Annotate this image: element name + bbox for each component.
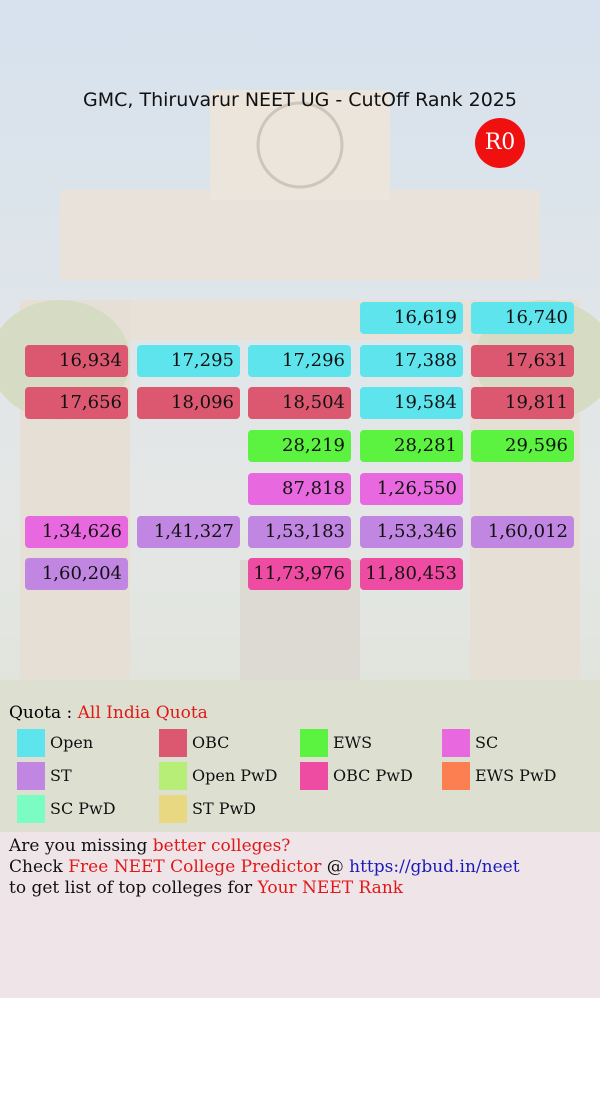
rank-cell: 17,388: [360, 344, 463, 377]
rank-cell: 29,596: [471, 430, 574, 463]
quota-value: All India Quota: [77, 703, 208, 723]
rank-cell: 1,26,550: [360, 472, 463, 505]
footer-text: to get list of top colleges for: [9, 878, 253, 898]
footer-line: to get list of top colleges for Your NEE…: [0, 878, 600, 899]
footer-text: better colleges?: [152, 836, 291, 856]
rank-cell: 19,811: [471, 387, 574, 420]
legend-swatch: [442, 729, 470, 757]
rank-cell: 18,504: [248, 387, 351, 420]
footer-text: https://gbud.in/neet: [349, 857, 520, 877]
quota: Quota : All India Quota: [9, 703, 208, 723]
legend-label: ST PwD: [192, 799, 257, 818]
legend-label: EWS PwD: [475, 766, 557, 785]
legend-label: ST: [50, 766, 72, 785]
legend-swatch: [300, 762, 328, 790]
legend-label: EWS: [333, 733, 373, 752]
rank-cell: 17,296: [248, 344, 351, 377]
legend-swatch: [159, 729, 187, 757]
rank-cell: 1,60,204: [25, 558, 128, 591]
legend-swatch: [159, 762, 187, 790]
round-badge: R0: [475, 118, 525, 168]
footer: Are you missing better colleges? Check Fr…: [0, 832, 600, 998]
rank-cell: 18,096: [137, 387, 240, 420]
legend-swatch: [300, 729, 328, 757]
legend-swatch: [17, 729, 45, 757]
rank-cell: 28,219: [248, 430, 351, 463]
footer-line: Check Free NEET College Predictor @ http…: [0, 857, 600, 878]
rank-cell: 16,740: [471, 302, 574, 334]
footer-text: Free NEET College Predictor: [68, 857, 322, 877]
rank-cell: 16,619: [360, 302, 463, 334]
legend-label: SC: [475, 733, 499, 752]
footer-text: @: [326, 857, 344, 877]
legend-label: SC PwD: [50, 799, 116, 818]
rank-cell: 11,80,453: [360, 558, 463, 591]
rank-cell: 11,73,976: [248, 558, 351, 591]
title: GMC, Thiruvarur NEET UG - CutOff Rank 20…: [83, 89, 517, 111]
footer-text: Are you missing: [9, 836, 148, 856]
rank-cell: 16,934: [25, 344, 128, 377]
rank-cell: 1,60,012: [471, 515, 574, 548]
legend-label: OBC PwD: [333, 766, 413, 785]
rank-cell: 28,281: [360, 430, 463, 463]
rank-cell: 1,53,183: [248, 515, 351, 548]
rank-cell: 1,53,346: [360, 515, 463, 548]
rank-cell: 19,584: [360, 387, 463, 420]
footer-text: Your NEET Rank: [257, 878, 404, 898]
legend-label: Open PwD: [192, 766, 278, 785]
quota-label: Quota :: [9, 703, 73, 723]
rank-cell: 1,34,626: [25, 515, 128, 548]
legend-label: Open: [50, 733, 94, 752]
rank-cell: 1,41,327: [137, 515, 240, 548]
footer-text: Check: [9, 857, 63, 877]
footer-line: Are you missing better colleges?: [0, 836, 600, 857]
legend-swatch: [159, 795, 187, 823]
rank-cell: 17,656: [25, 387, 128, 420]
rank-cell: 17,631: [471, 344, 574, 377]
rank-cell: 17,295: [137, 344, 240, 377]
rank-cell: 87,818: [248, 472, 351, 505]
legend-swatch: [17, 795, 45, 823]
legend-label: OBC: [192, 733, 230, 752]
legend-swatch: [17, 762, 45, 790]
legend-swatch: [442, 762, 470, 790]
